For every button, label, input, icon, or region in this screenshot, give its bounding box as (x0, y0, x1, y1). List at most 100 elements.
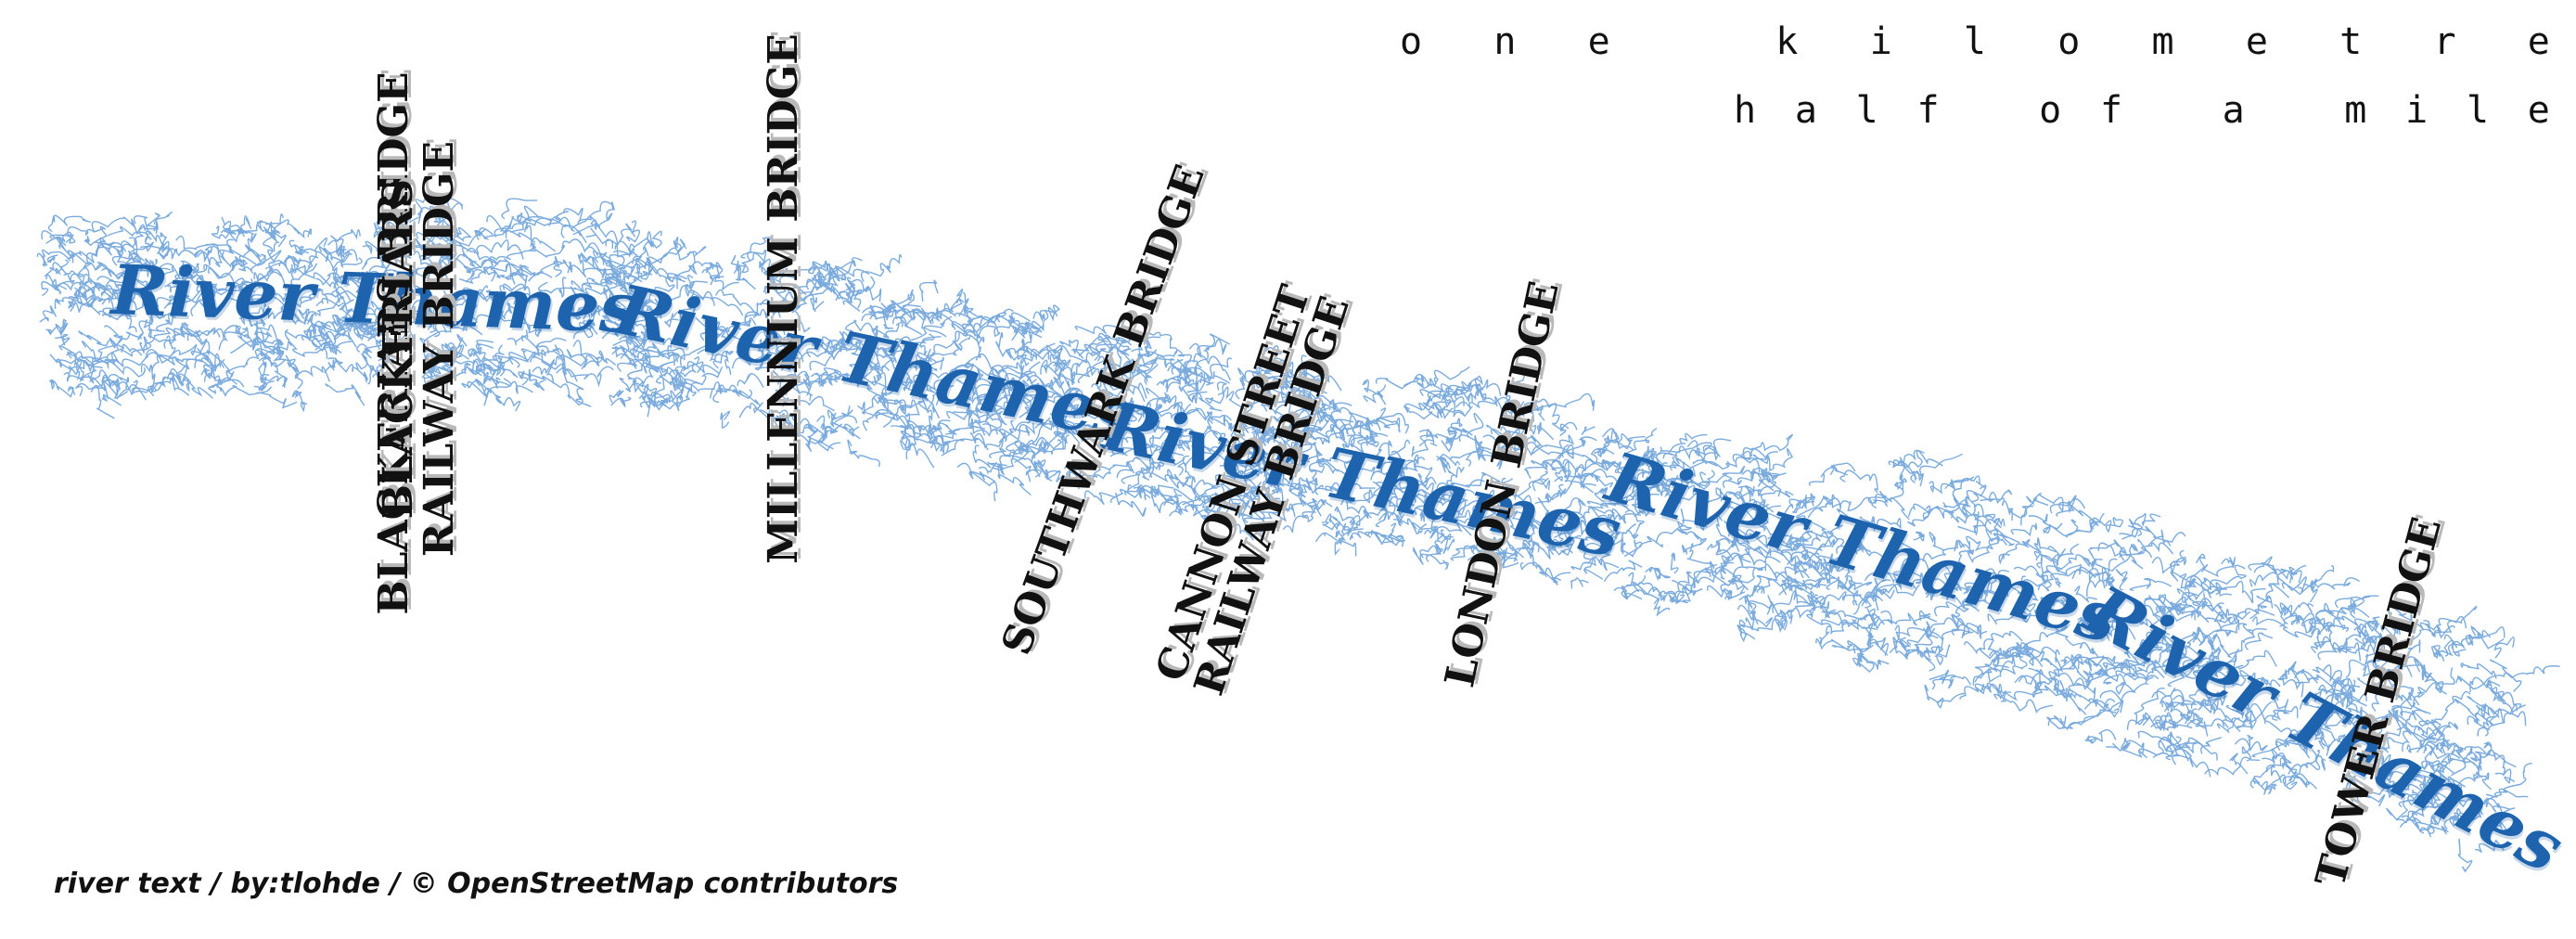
river-scribble (615, 345, 651, 367)
river-scribble (167, 284, 204, 304)
river-scribble (2198, 698, 2219, 714)
river-scribble (1480, 504, 1534, 519)
river-scribble (441, 334, 468, 357)
river-scribble (324, 289, 362, 302)
river-scribble (2419, 663, 2442, 690)
river-scribble (2342, 772, 2358, 797)
river-scribble (962, 312, 1006, 336)
river-scribble (2106, 737, 2128, 752)
river-scribble (2200, 564, 2247, 591)
river-scribble (2084, 735, 2098, 744)
river-scribble (1400, 487, 1446, 502)
river-scribble (2150, 712, 2179, 731)
river-scribble (1857, 650, 1875, 673)
river-scribble (1239, 482, 1282, 498)
river-scribble (2028, 513, 2063, 530)
river-scribble (2200, 601, 2224, 612)
river-scribble (1950, 568, 1996, 592)
river-scribble (54, 280, 93, 309)
river-scribble (2326, 706, 2363, 725)
river-scribble (894, 315, 953, 348)
river-scribble (362, 240, 385, 257)
river-scribble (2484, 788, 2529, 804)
river-scribble (529, 348, 588, 370)
river-scribble (370, 301, 407, 315)
river-scribble (49, 225, 105, 239)
river-scribble (1188, 333, 1230, 359)
river-scribble (1233, 466, 1285, 483)
river-scribble (878, 393, 906, 416)
river-scribble (56, 359, 95, 381)
river-scribble (438, 289, 483, 315)
river-scribble (1531, 392, 1596, 415)
river-scribble (1075, 359, 1135, 381)
river-scribble (1418, 429, 1438, 447)
river-scribble (1980, 492, 2013, 521)
river-scribble (1178, 361, 1211, 379)
river-scribble (2432, 690, 2471, 732)
river-scribble (1907, 512, 1929, 527)
river-scribble (440, 216, 459, 238)
river-scribble (629, 348, 660, 369)
river-scribble (2272, 705, 2299, 721)
river-scribble (481, 354, 514, 368)
river-scribble (577, 201, 615, 228)
river-scribble (2301, 725, 2324, 759)
river-scribble (916, 356, 930, 371)
river-scribble (49, 354, 93, 368)
river-scribble (2377, 756, 2409, 778)
river-scribble (478, 289, 496, 302)
river-scribble (505, 255, 562, 277)
river-scribble (1507, 516, 1530, 536)
river-scribble (2317, 642, 2376, 661)
river-scribble (581, 272, 632, 287)
river-scribble (1745, 611, 1759, 632)
river-scribble (1184, 376, 1195, 386)
river-scribble (1113, 419, 1127, 431)
river-scribble (1929, 478, 1972, 495)
river-scribble (2184, 565, 2233, 591)
river-scribble (2169, 549, 2187, 574)
river-scribble (1375, 439, 1411, 458)
river-scribble (2357, 668, 2396, 688)
river-scribble (443, 285, 489, 307)
river-scribble (2188, 688, 2220, 701)
river-scribble (1286, 386, 1331, 413)
river-scribble (1365, 413, 1409, 434)
river-scribble (1269, 425, 1302, 446)
river-scribble (1826, 576, 1873, 592)
river-scribble (258, 356, 288, 387)
river-scribble (1892, 637, 1920, 660)
river-scribble (1929, 532, 1945, 551)
river-scribble (475, 239, 524, 260)
river-scribble (2274, 602, 2304, 626)
river-scribble (570, 277, 609, 300)
river-scribbles (36, 196, 2560, 873)
river-scribble (585, 227, 614, 250)
river-scribble (2406, 615, 2467, 634)
river-scribble (1091, 461, 1135, 485)
river-scribble (873, 372, 887, 389)
river-scribble (1298, 388, 1327, 400)
river-scribble (408, 198, 464, 224)
river-scribble (1638, 504, 1656, 518)
river-scribble (1235, 379, 1293, 403)
river-scribble (1707, 582, 1745, 598)
river-scribble (1812, 591, 1860, 610)
river-scribble (292, 226, 312, 239)
river-scribble (1746, 585, 1765, 611)
river-scribble (1829, 462, 1856, 476)
river-scribble (1537, 497, 1586, 520)
river-scribble (1148, 469, 1189, 488)
river-scribble (1578, 470, 1595, 494)
river-scribble (806, 275, 840, 291)
river-scribble (2311, 636, 2348, 654)
river-scribble (833, 409, 858, 426)
river-scribble (2443, 808, 2484, 830)
river-scribble (1182, 451, 1220, 468)
river-scribble (1225, 466, 1261, 500)
river-scribble (1234, 431, 1297, 466)
river-scribble (1740, 618, 1788, 632)
river-scribble (395, 300, 425, 315)
